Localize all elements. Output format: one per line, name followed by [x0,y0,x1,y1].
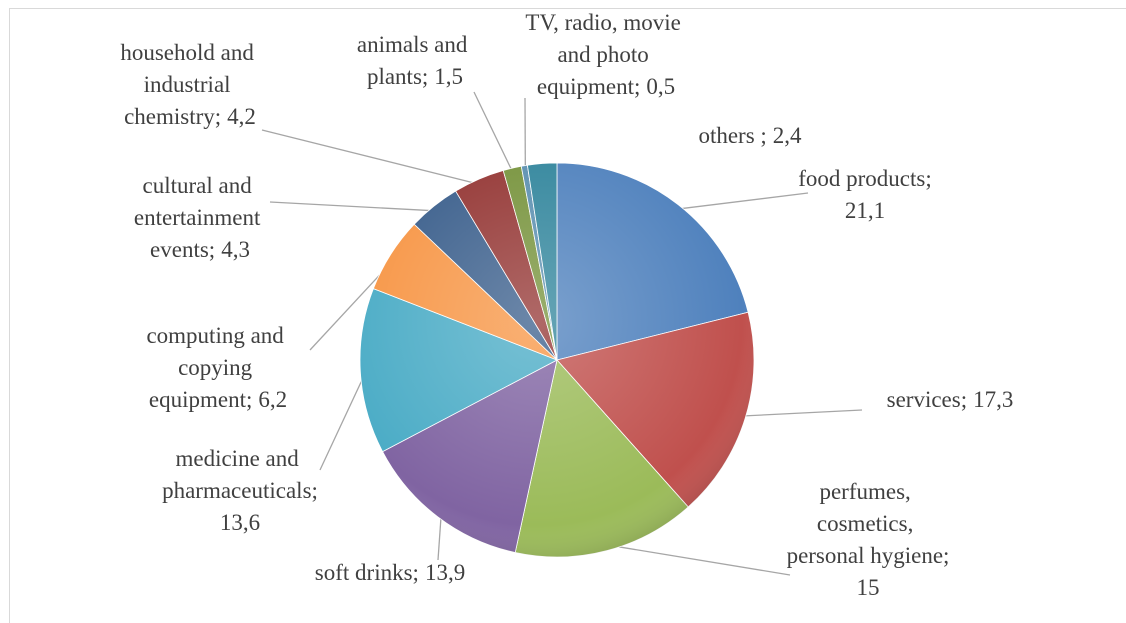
label-line: entertainment [134,205,266,230]
value-label: 15 [857,575,880,600]
data-label: food products; 21,1 [798,166,932,223]
value-label: 21,1 [845,198,885,223]
value-label: 6,2 [258,387,287,412]
label-line: medicine and [175,446,304,471]
label-line: household and [120,40,259,65]
label-line: and photo [557,42,654,67]
label-line: cultural and [143,173,258,198]
category-label: TV, radio, movie and photo equipment; [525,10,686,99]
label-line: others ; [698,123,766,148]
category-label: computing and copying equipment; [146,323,289,412]
label-line: chemistry; [124,104,221,129]
value-label: 1,5 [434,64,463,89]
category-label: others ; [698,123,766,148]
data-label: soft drinks; 13,9 [315,560,465,585]
data-label: computing and copying equipment; 6,2 [146,323,289,412]
label-line: animals and [357,32,473,57]
data-label: others ; 2,4 [698,123,802,148]
data-label: medicine and pharmaceuticals; 13,6 [162,446,318,535]
data-label: services; 17,3 [887,387,1014,412]
chart-frame [9,8,1126,623]
leader-line [674,192,809,211]
label-line: personal hygiene; [787,543,950,568]
data-label: perfumes, cosmetics, personal hygiene; 15 [787,479,950,600]
label-line: industrial [144,72,237,97]
label-line: TV, radio, movie [525,10,686,35]
category-label: animals and plants; [357,32,473,89]
data-label: household and industrial chemistry; 4,2 [120,40,259,129]
value-label: 0,5 [646,74,675,99]
label-line: services; [887,387,967,412]
data-label: TV, radio, movie and photo equipment; 0,5 [525,10,686,99]
data-label: animals and plants; 1,5 [357,32,473,89]
label-line: equipment; [537,74,640,99]
label-line: pharmaceuticals; [162,478,318,503]
category-label: food products; [798,166,932,191]
category-label: cultural and entertainment events; [134,173,266,262]
label-line: equipment; [149,387,252,412]
value-label: 4,3 [221,237,250,262]
category-label: perfumes, cosmetics, personal hygiene; [787,479,950,568]
value-label: 17,3 [973,387,1013,412]
category-label: medicine and pharmaceuticals; [162,446,318,503]
leader-line [739,409,863,417]
category-label: soft drinks; [315,560,419,585]
category-label: services; [887,387,967,412]
leader-line [261,129,482,186]
value-label: 4,2 [227,104,256,129]
label-line: computing and [146,323,289,348]
label-line: cosmetics, [817,511,919,536]
label-line: plants; [367,64,428,89]
data-label: cultural and entertainment events; 4,3 [134,173,266,262]
label-line: copying [178,355,258,380]
value-label: 2,4 [773,123,802,148]
leader-line [605,544,791,576]
category-label: household and industrial chemistry; [120,40,259,129]
label-line: perfumes, [819,479,916,504]
leader-line [269,201,438,212]
leader-line [473,91,515,175]
label-line: food products; [798,166,932,191]
label-line: events; [150,237,215,262]
label-line: soft drinks; [315,560,419,585]
value-label: 13,9 [425,560,465,585]
leader-line [319,370,367,471]
value-label: 13,6 [220,510,260,535]
